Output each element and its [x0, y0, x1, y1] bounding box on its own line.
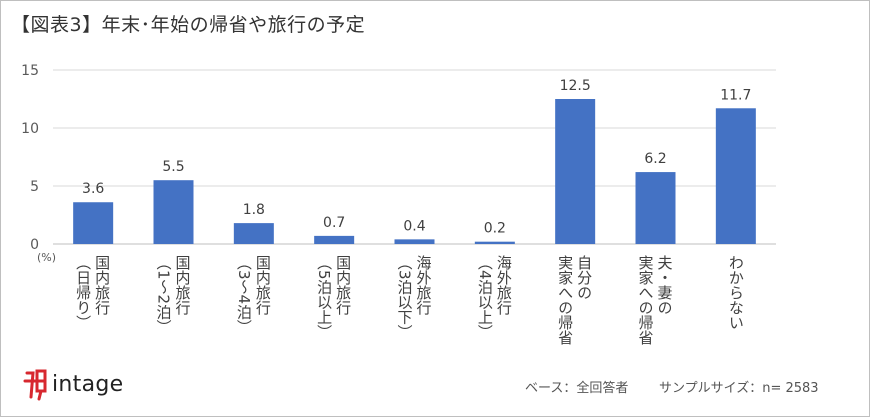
- category-label: 海外旅行: [415, 255, 433, 316]
- sample-size-note: サンプルサイズ：n= 2583: [659, 381, 819, 396]
- y-tick-label: 10: [21, 121, 39, 137]
- category-sublabel: （3泊以下）: [396, 255, 414, 340]
- category-label: 国内旅行: [334, 255, 352, 316]
- bar: [394, 239, 435, 244]
- data-label: 0.4: [403, 218, 425, 234]
- bar: [715, 108, 756, 244]
- data-label: 0.2: [484, 221, 506, 237]
- category-sublabel: （4泊以上）: [476, 255, 494, 340]
- y-tick-label: 0: [30, 237, 39, 253]
- category-sublabel: 実家への帰省: [556, 255, 574, 345]
- bar: [474, 241, 515, 244]
- category-label: 国内旅行: [93, 255, 111, 316]
- category-label: 国内旅行: [254, 255, 272, 316]
- data-label: 12.5: [560, 78, 591, 94]
- y-tick-label: 15: [21, 63, 39, 79]
- data-label: 3.6: [82, 181, 104, 197]
- category-label: 海外旅行: [495, 255, 513, 316]
- data-label: 0.7: [323, 215, 345, 231]
- category-sublabel: （3～4泊）: [235, 255, 253, 334]
- data-label: 11.7: [720, 87, 751, 103]
- data-label: 6.2: [644, 151, 666, 167]
- logo-text: intage: [52, 371, 124, 397]
- intage-logo-icon: [23, 369, 47, 401]
- data-label: 5.5: [162, 159, 184, 175]
- bar: [314, 235, 355, 244]
- bar: [555, 99, 596, 244]
- category-label: 夫・妻の: [656, 255, 674, 315]
- category-sublabel: （1～2泊）: [155, 255, 173, 334]
- bar: [635, 172, 676, 244]
- data-label: 1.8: [243, 202, 265, 218]
- y-tick-label: 5: [30, 179, 39, 195]
- bar: [73, 202, 114, 244]
- category-sublabel: （5泊以上）: [315, 255, 333, 340]
- base-note: ベース：全回答者: [525, 381, 629, 396]
- category-label: 自分の: [575, 255, 593, 300]
- category-label: 国内旅行: [174, 255, 192, 316]
- category-sublabel: （日帰り）: [74, 255, 92, 330]
- y-unit-label: (%): [37, 251, 56, 264]
- bar: [153, 180, 194, 244]
- brand-logo: intage: [23, 367, 123, 401]
- category-sublabel: 実家への帰省: [637, 255, 655, 345]
- chart-title: 【図表3】年末･年始の帰省や旅行の予定: [11, 14, 366, 36]
- bar: [233, 223, 274, 244]
- category-label: わからない: [727, 255, 745, 330]
